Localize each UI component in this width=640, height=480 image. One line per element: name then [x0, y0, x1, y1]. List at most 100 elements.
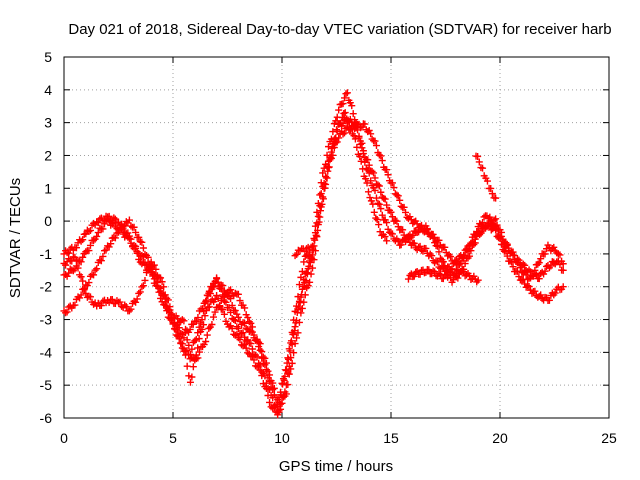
data-point: [239, 319, 247, 327]
data-point: [239, 329, 247, 337]
data-point: [291, 252, 299, 260]
data-point: [186, 378, 194, 386]
data-point: [290, 316, 298, 324]
data-point: [275, 394, 283, 402]
data-point: [152, 265, 160, 273]
data-point: [294, 293, 302, 301]
data-point: [135, 233, 143, 241]
plot-frame: [63, 56, 610, 419]
data-point: [311, 229, 319, 237]
data-point: [277, 388, 285, 396]
data-point: [356, 152, 364, 160]
series-track-6: [404, 265, 482, 286]
data-point: [281, 372, 289, 380]
data-point: [65, 303, 73, 311]
data-point: [231, 317, 239, 325]
data-point: [367, 197, 375, 205]
data-point: [497, 228, 505, 236]
data-point: [492, 194, 500, 202]
data-point: [138, 260, 146, 268]
data-point: [381, 195, 389, 203]
data-point: [343, 89, 351, 97]
data-point: [255, 338, 263, 346]
data-point: [361, 120, 369, 128]
data-point: [518, 276, 526, 284]
data-point: [186, 350, 194, 358]
data-point: [435, 236, 443, 244]
data-point: [422, 244, 430, 252]
data-point: [363, 179, 371, 187]
data-point: [388, 179, 396, 187]
data-point: [390, 184, 398, 192]
data-point: [425, 266, 433, 274]
data-point: [394, 192, 402, 200]
data-point: [487, 184, 495, 192]
data-point: [310, 234, 318, 242]
data-point: [266, 386, 274, 394]
y-tick-label: 1: [44, 180, 52, 196]
data-point: [323, 174, 331, 182]
data-point: [388, 213, 396, 221]
data-point: [326, 156, 334, 164]
data-point: [194, 314, 202, 322]
series-track-2: [60, 115, 567, 419]
data-point: [242, 344, 250, 352]
data-point: [409, 231, 417, 239]
data-point: [311, 222, 319, 230]
data-point: [262, 359, 270, 367]
data-point: [545, 296, 553, 304]
data-point: [113, 229, 121, 237]
data-point: [99, 225, 107, 233]
data-point: [216, 302, 224, 310]
data-point: [383, 166, 391, 174]
y-axis-label: SDTVAR / TECUs: [7, 178, 24, 298]
data-point: [220, 297, 228, 305]
data-point: [208, 321, 216, 329]
data-point: [324, 167, 332, 175]
data-point: [297, 309, 305, 317]
data-point: [85, 247, 93, 255]
data-point: [341, 109, 349, 117]
data-point: [248, 345, 256, 353]
data-point: [525, 282, 533, 290]
data-point: [470, 241, 478, 249]
data-point: [356, 140, 364, 148]
data-point: [222, 298, 230, 306]
data-point: [256, 346, 264, 354]
data-point: [429, 234, 437, 242]
data-point: [428, 230, 436, 238]
data-point: [298, 268, 306, 276]
data-point: [256, 366, 264, 374]
data-point: [264, 367, 272, 375]
data-point: [309, 242, 317, 250]
data-point: [364, 166, 372, 174]
data-point: [320, 164, 328, 172]
data-point: [307, 270, 315, 278]
data-point: [355, 132, 363, 140]
data-point: [362, 165, 370, 173]
data-point: [559, 260, 567, 268]
data-point: [227, 295, 235, 303]
data-point: [428, 252, 436, 260]
data-point: [416, 270, 424, 278]
data-point: [94, 219, 102, 227]
data-point: [200, 307, 208, 315]
data-point: [68, 257, 76, 265]
data-point: [102, 246, 110, 254]
data-point: [167, 310, 175, 318]
data-point: [242, 324, 250, 332]
series-track-5: [291, 243, 312, 260]
data-point: [93, 232, 101, 240]
data-point: [119, 225, 127, 233]
data-point: [113, 297, 121, 305]
data-point: [161, 291, 169, 299]
data-point: [125, 234, 133, 242]
data-point: [325, 143, 333, 151]
data-point: [110, 219, 118, 227]
data-point: [471, 239, 479, 247]
data-point: [439, 258, 447, 266]
data-point: [158, 290, 166, 298]
data-point: [554, 257, 562, 265]
data-point: [259, 380, 267, 388]
data-point: [166, 303, 174, 311]
